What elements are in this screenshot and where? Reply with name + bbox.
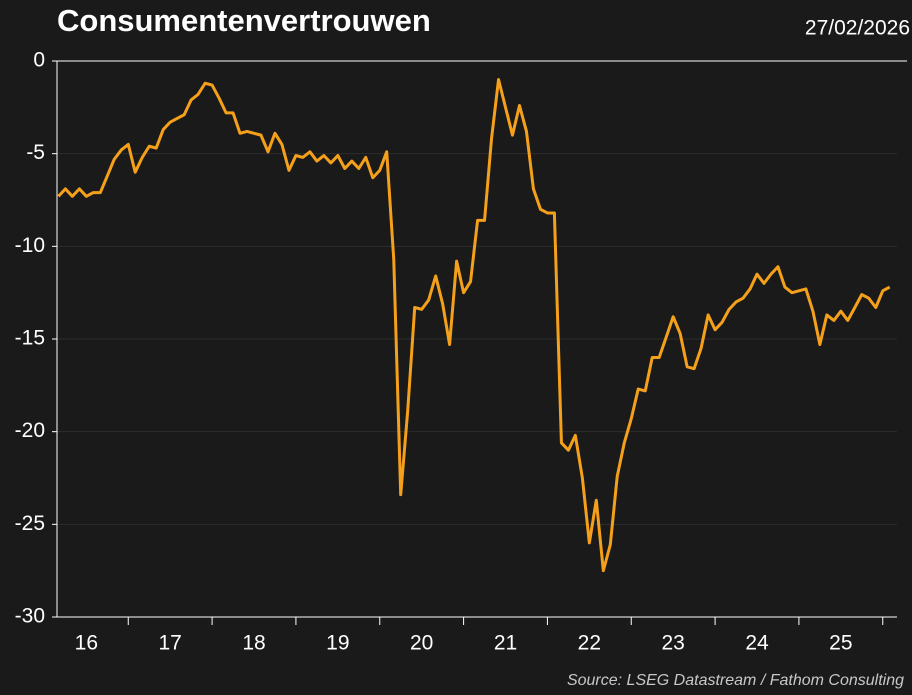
date: 27/02/2026 <box>805 17 910 40</box>
x-tick-label: 21 <box>494 632 517 655</box>
y-tick-label: -25 <box>15 512 45 535</box>
y-tick-label: 0 <box>33 49 45 72</box>
source: Source: LSEG Datastream / Fathom Consult… <box>567 672 904 689</box>
x-tick-label: 19 <box>326 632 349 655</box>
line <box>57 78 891 573</box>
x-tick-label: 16 <box>75 632 98 655</box>
x-tick-label: 23 <box>661 632 684 655</box>
y-tick-label: -10 <box>15 234 45 257</box>
x-tick-label: 24 <box>745 632 769 655</box>
x-tick-label: 22 <box>578 632 601 655</box>
y-tick-label: -15 <box>15 327 45 350</box>
y-tick-label: -20 <box>15 419 45 442</box>
x-tick-label: 17 <box>158 632 181 655</box>
x-tick-label: 20 <box>410 632 433 655</box>
x-tick-label: 25 <box>829 632 852 655</box>
chart-title: Consumentenvertrouwen <box>57 3 431 38</box>
y-tick-label: -30 <box>15 605 45 628</box>
x-tick-label: 18 <box>242 632 265 655</box>
y-tick-label: -5 <box>26 141 45 164</box>
